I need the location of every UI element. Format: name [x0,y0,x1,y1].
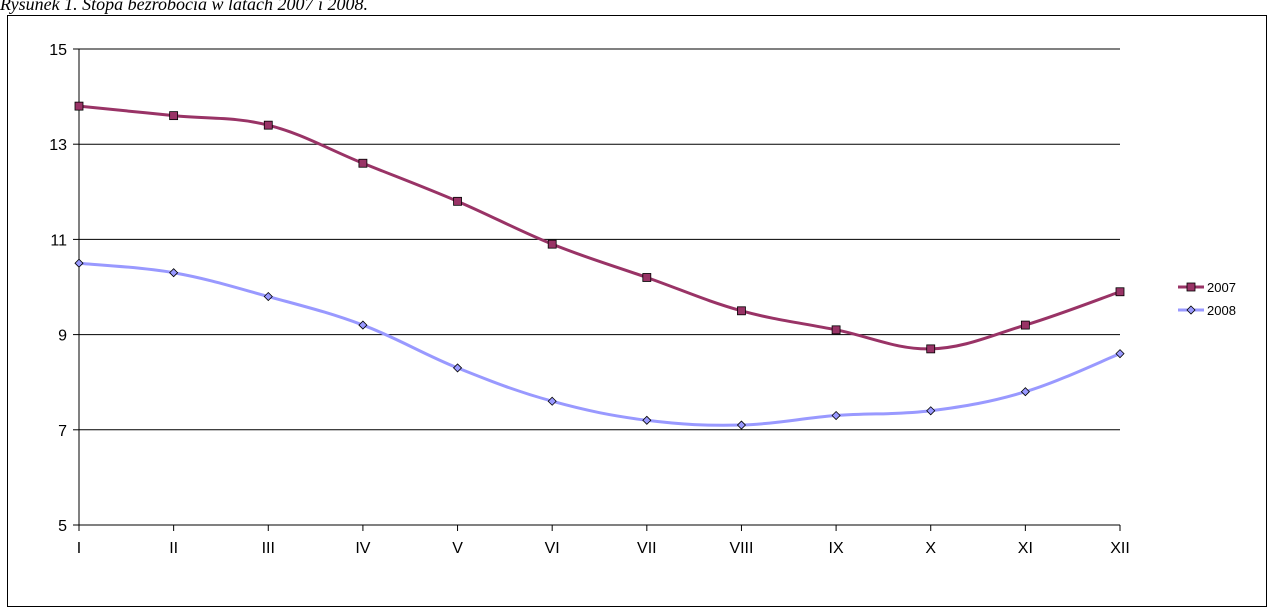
data-point-2007 [926,344,936,354]
y-tick-label: 9 [58,328,67,345]
y-tick-label: 5 [58,518,67,535]
data-point-2008 [736,420,747,430]
y-tick-label: 7 [58,423,67,440]
data-point-2007 [737,306,746,316]
data-point-2008 [1115,349,1125,359]
y-tick-label: 15 [49,42,67,59]
data-point-2008 [1020,387,1030,397]
series-line-2007 [78,104,1121,351]
data-point-2007 [831,325,841,335]
legend-label-2007: 2007 [1207,280,1236,295]
y-tick-label: 11 [50,232,67,249]
data-point-2008 [547,396,557,406]
data-point-2007 [642,273,652,282]
data-point-2007 [547,239,557,249]
data-point-2008 [74,258,84,268]
chart-frame [7,15,1267,607]
x-tick-label: VI [545,540,560,557]
data-point-2007 [1115,287,1125,297]
data-point-2008 [169,268,179,278]
x-tick-label: IX [829,540,844,557]
data-point-2007 [358,158,368,168]
data-point-2008 [452,363,463,373]
data-point-2007 [74,101,84,111]
y-tick-label: 13 [49,137,67,154]
x-tick-label: II [169,540,178,557]
data-point-2008 [358,320,368,330]
data-point-2008 [263,291,273,302]
series-lines [74,101,1125,430]
x-tick-label: XI [1018,540,1033,557]
x-tick-label: I [77,540,81,557]
data-point-2008 [642,415,652,425]
series-line-2008 [78,261,1121,427]
x-tick-label: VIII [729,540,753,557]
data-point-2007 [1020,320,1030,330]
x-tick-label: V [452,540,463,557]
x-tick-label: X [925,540,936,557]
x-tick-label: IV [355,540,370,557]
data-point-2008 [926,406,936,416]
legend-marker [1186,282,1196,292]
legend-label-2008: 2008 [1207,303,1236,318]
gridlines [79,48,1120,431]
x-tick-label: VII [637,540,657,557]
x-tick-label: XII [1110,540,1130,557]
data-point-2007 [453,196,462,206]
data-point-2008 [831,410,841,421]
x-tick-label: III [262,540,275,557]
data-point-2007 [263,120,273,130]
legend-marker [1186,305,1196,315]
figure-caption: Rysunek 1. Stopa bezrobocia w latach 200… [0,0,368,14]
legend: 2007 2008 [1178,280,1236,318]
data-point-2007 [169,111,179,121]
